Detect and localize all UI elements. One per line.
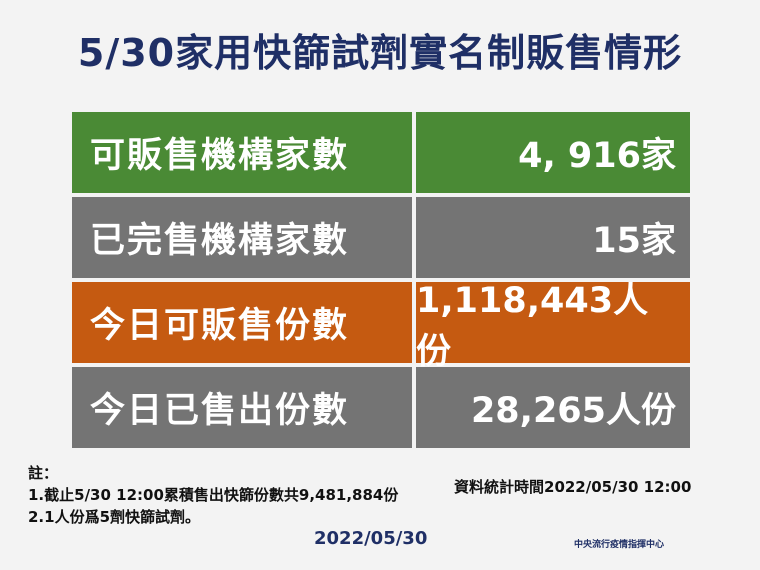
row-value: 15家 <box>416 197 690 278</box>
organization-name: 中央流行疫情指揮中心 <box>574 540 665 550</box>
row-label: 今日已售出份數 <box>72 367 412 448</box>
report-date: 2022/05/30 <box>314 528 428 549</box>
table-row-available-units: 今日可販售份數 1,118,443人份 <box>72 281 690 372</box>
statistics-time: 資料統計時間2022/05/30 12:00 <box>454 478 692 496</box>
row-label: 已完售機構家數 <box>72 197 412 278</box>
row-label: 今日可販售份數 <box>72 282 412 363</box>
row-value: 4, 916家 <box>416 112 690 193</box>
table-row-sold-units: 今日已售出份數 28,265人份 <box>72 367 690 448</box>
sales-table: 可販售機構家數 4, 916家 已完售機構家數 15家 今日可販售份數 1,11… <box>72 112 690 448</box>
row-value: 28,265人份 <box>416 367 690 448</box>
table-row-soldout-institutions: 已完售機構家數 15家 <box>72 197 690 278</box>
table-row-available-institutions: 可販售機構家數 4, 916家 <box>72 112 690 193</box>
row-value: 1,118,443人份 <box>416 281 690 372</box>
notes: 註： 1.截止5/30 12:00累積售出快篩份數共9,481,884份 2.1… <box>28 462 398 528</box>
page-title: 5/30家用快篩試劑實名制販售情形 <box>77 31 683 75</box>
note-item: 1.截止5/30 12:00累積售出快篩份數共9,481,884份 <box>28 486 399 504</box>
notes-heading: 註： <box>28 464 59 482</box>
row-label: 可販售機構家數 <box>72 112 412 193</box>
note-item: 2.1人份爲5劑快篩試劑。 <box>28 508 201 526</box>
